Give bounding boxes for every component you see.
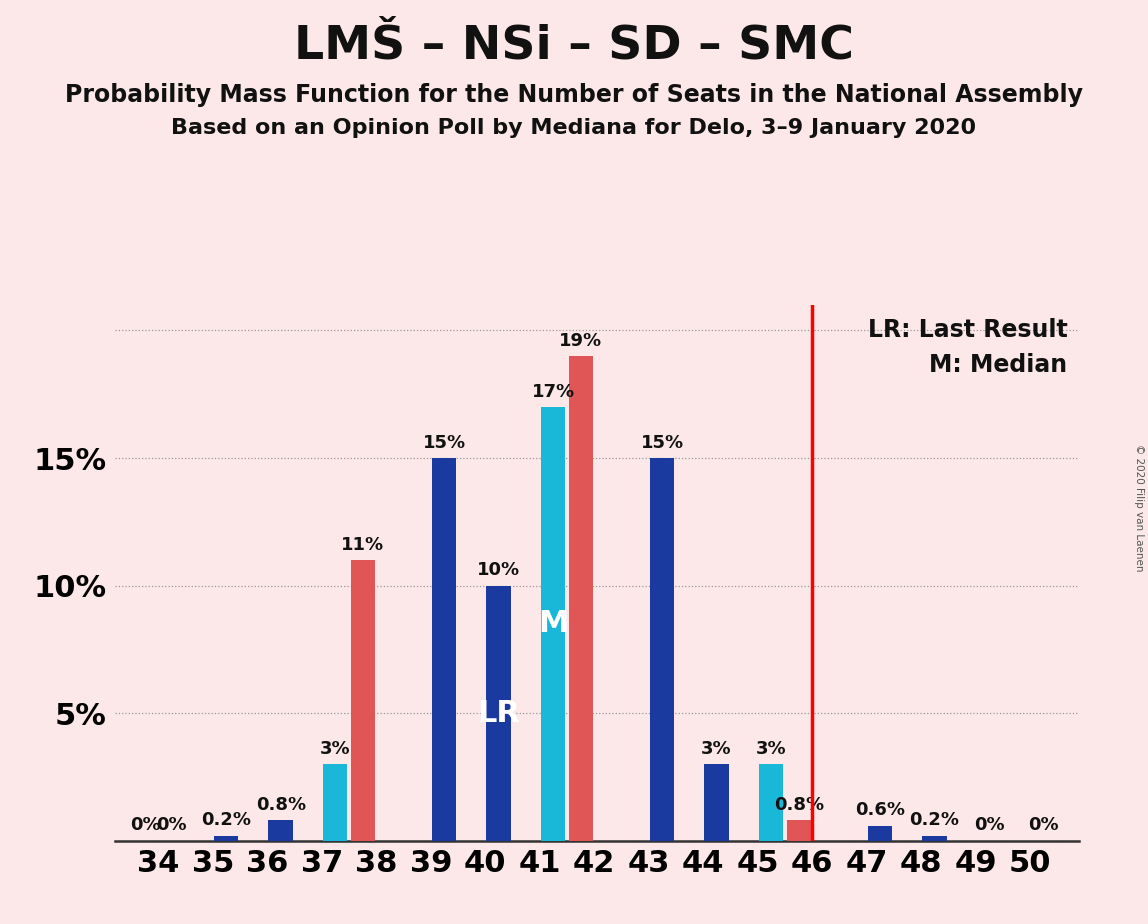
Bar: [487, 586, 511, 841]
Text: 11%: 11%: [341, 536, 385, 553]
Bar: [650, 458, 674, 841]
Text: 0%: 0%: [130, 817, 161, 834]
Bar: [269, 821, 293, 841]
Text: LR: LR: [478, 699, 520, 728]
Text: 3%: 3%: [320, 740, 350, 758]
Bar: [214, 835, 239, 841]
Bar: [786, 821, 812, 841]
Bar: [541, 407, 565, 841]
Text: 0%: 0%: [1029, 817, 1058, 834]
Text: 10%: 10%: [478, 561, 520, 579]
Text: 3%: 3%: [755, 740, 786, 758]
Text: Based on an Opinion Poll by Mediana for Delo, 3–9 January 2020: Based on an Opinion Poll by Mediana for …: [171, 118, 977, 139]
Text: M: Median: M: Median: [930, 353, 1068, 377]
Bar: [759, 764, 783, 841]
Bar: [704, 764, 729, 841]
Bar: [922, 835, 947, 841]
Text: 0.8%: 0.8%: [774, 796, 824, 814]
Text: © 2020 Filip van Laenen: © 2020 Filip van Laenen: [1134, 444, 1143, 572]
Bar: [568, 356, 594, 841]
Text: 15%: 15%: [641, 433, 683, 452]
Text: 0%: 0%: [156, 817, 187, 834]
Text: 0.6%: 0.6%: [855, 801, 905, 820]
Bar: [323, 764, 348, 841]
Text: LR: Last Result: LR: Last Result: [868, 319, 1068, 342]
Bar: [868, 825, 892, 841]
Text: 19%: 19%: [559, 332, 603, 349]
Text: 0.2%: 0.2%: [909, 811, 960, 830]
Text: 15%: 15%: [422, 433, 466, 452]
Text: 0%: 0%: [974, 817, 1004, 834]
Bar: [432, 458, 457, 841]
Text: Probability Mass Function for the Number of Seats in the National Assembly: Probability Mass Function for the Number…: [65, 83, 1083, 107]
Text: LMŠ – NSi – SD – SMC: LMŠ – NSi – SD – SMC: [294, 23, 854, 68]
Text: 17%: 17%: [532, 383, 575, 401]
Bar: [350, 560, 375, 841]
Text: M: M: [538, 610, 568, 638]
Text: 3%: 3%: [701, 740, 732, 758]
Text: 0.2%: 0.2%: [201, 811, 251, 830]
Text: 0.8%: 0.8%: [256, 796, 305, 814]
